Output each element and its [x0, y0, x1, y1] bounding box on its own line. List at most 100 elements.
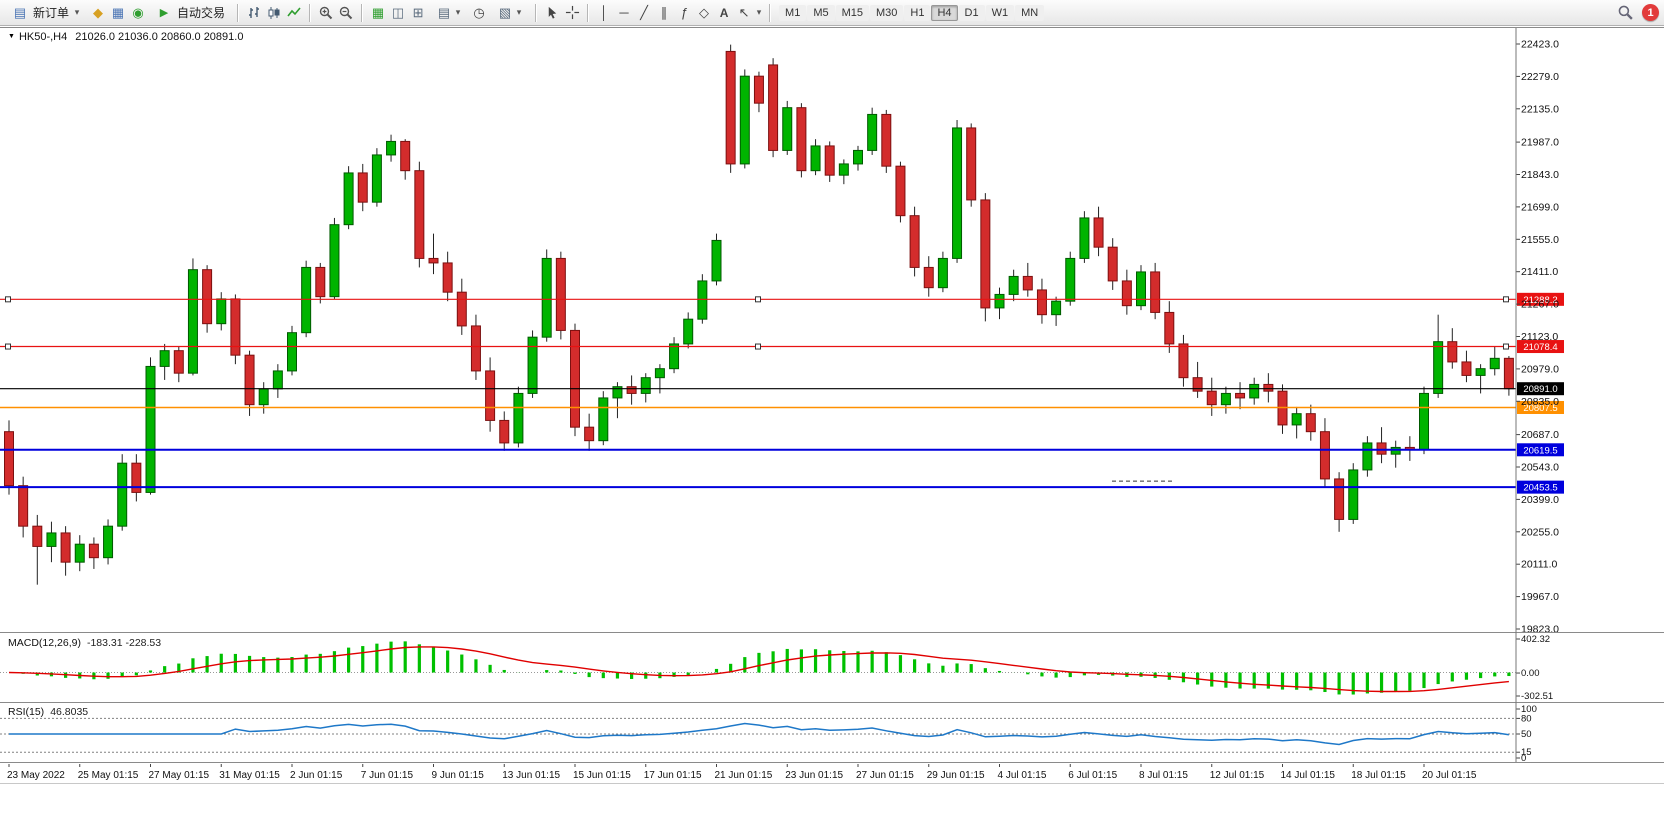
chart-canvas[interactable]: 21288.2 21078.4 20891.0 20807.5 20619.5 20453…	[0, 26, 1664, 834]
wand-icon[interactable]: ◆	[93, 4, 104, 20]
horizontal-price-lines[interactable]: 21288.2 21078.4 20891.0 20807.5 20619.5 20453…	[0, 292, 1564, 494]
svg-text:4 Jul 01:15: 4 Jul 01:15	[998, 770, 1047, 781]
svg-text:20543.0: 20543.0	[1521, 462, 1559, 474]
template-icon: ▧	[498, 4, 512, 20]
notification-badge[interactable]: 1	[1642, 4, 1659, 21]
vertical-line-tool-icon[interactable]: │	[599, 4, 609, 20]
svg-text:20979.0: 20979.0	[1521, 363, 1559, 375]
search-icon[interactable]	[1616, 4, 1634, 22]
shapes-tool-icon[interactable]: ◇	[699, 4, 710, 20]
svg-text:15: 15	[1521, 747, 1532, 758]
svg-text:20891.0: 20891.0	[1523, 384, 1557, 395]
svg-text:50: 50	[1521, 729, 1532, 740]
svg-text:25 May 01:15: 25 May 01:15	[78, 770, 139, 781]
timeframe-h1[interactable]: H1	[904, 4, 931, 21]
timeframe-toolbar: M1 M5 M15 M30 H1 H4 D1 W1 MN	[779, 4, 1045, 21]
timeframe-w1[interactable]: W1	[985, 4, 1015, 21]
svg-text:27 May 01:15: 27 May 01:15	[149, 770, 210, 781]
toolbar-separator	[237, 3, 240, 22]
svg-text:23 Jun 01:15: 23 Jun 01:15	[785, 770, 843, 781]
layout-icon[interactable]: ▦	[111, 4, 125, 20]
svg-text:14 Jul 01:15: 14 Jul 01:15	[1281, 770, 1336, 781]
svg-text:21 Jun 01:15: 21 Jun 01:15	[715, 770, 773, 781]
svg-text:100: 100	[1521, 704, 1537, 715]
community-icon[interactable]: ◉	[132, 4, 144, 20]
svg-text:20 Jul 01:15: 20 Jul 01:15	[1422, 770, 1477, 781]
fibonacci-tool-icon[interactable]: ƒ	[680, 4, 688, 20]
svg-text:0.00: 0.00	[1521, 668, 1540, 679]
timeframe-m30[interactable]: M30	[870, 4, 904, 21]
auto-trading-label: 自动交易	[177, 6, 226, 20]
toolbar: ▤ 新订单 ▾ ◆ ▦ ◉ ▶ 自动交易 ▦ ◫ ⊞ ▤	[0, 0, 1664, 26]
new-chart-button[interactable]: ▤ ▾	[429, 1, 468, 25]
svg-text:21123.0: 21123.0	[1521, 331, 1558, 343]
svg-text:402.32: 402.32	[1521, 634, 1550, 645]
toolbar-separator	[309, 3, 312, 22]
svg-text:80: 80	[1521, 713, 1532, 724]
trendline-tool-icon[interactable]: ╱	[640, 4, 648, 20]
timeframe-mn[interactable]: MN	[1015, 4, 1045, 21]
channel-tool-icon[interactable]: ∥	[660, 4, 668, 20]
cursor-icon[interactable]	[543, 4, 561, 22]
svg-text:20835.0: 20835.0	[1521, 396, 1559, 408]
time-axis[interactable]: 23 May 2022 25 May 01:15 27 May 01:15 31 Ma…	[7, 762, 1477, 781]
svg-text:21267.0: 21267.0	[1521, 299, 1559, 311]
clock-icon[interactable]: ◷	[473, 4, 485, 20]
price-axis[interactable]: 22423.0 22279.0 22135.0 21987.0 21843.0 21699…	[1516, 39, 1559, 636]
svg-text:2 Jun 01:15: 2 Jun 01:15	[290, 770, 343, 781]
horizontal-line-tool-icon[interactable]: ─	[619, 4, 629, 20]
cascade-windows-icon[interactable]: ◫	[391, 4, 405, 20]
tile-windows-icon[interactable]: ▦	[371, 4, 385, 20]
pane-borders	[0, 27, 1664, 784]
line-chart-icon[interactable]	[285, 4, 303, 22]
svg-text:20807.5: 20807.5	[1523, 403, 1557, 414]
new-chart-icon: ▤	[437, 4, 451, 20]
svg-text:29 Jun 01:15: 29 Jun 01:15	[927, 770, 985, 781]
new-order-button[interactable]: ▤ 新订单 ▾	[5, 1, 87, 25]
timeframe-m1[interactable]: M1	[779, 4, 807, 21]
svg-text:17 Jun 01:15: 17 Jun 01:15	[644, 770, 702, 781]
toolbar-separator	[535, 3, 538, 22]
svg-text:20399.0: 20399.0	[1521, 494, 1559, 506]
chevron-down-icon: ▾	[516, 7, 522, 17]
text-tool-icon[interactable]: A	[719, 5, 729, 20]
chevron-down-icon: ▾	[455, 7, 461, 17]
svg-text:15 Jun 01:15: 15 Jun 01:15	[573, 770, 631, 781]
svg-text:21555.0: 21555.0	[1521, 234, 1559, 246]
timeframe-h4[interactable]: H4	[931, 4, 958, 21]
svg-text:18 Jul 01:15: 18 Jul 01:15	[1351, 770, 1406, 781]
candlestick-icon[interactable]	[265, 4, 283, 22]
svg-text:27 Jun 01:15: 27 Jun 01:15	[856, 770, 914, 781]
new-order-icon: ▤	[13, 4, 27, 20]
svg-text:21288.2: 21288.2	[1523, 295, 1557, 306]
template-button[interactable]: ▧ ▾	[490, 1, 529, 25]
svg-text:9 Jun 01:15: 9 Jun 01:15	[432, 770, 485, 781]
timeframe-d1[interactable]: D1	[958, 4, 985, 21]
svg-text:20111.0: 20111.0	[1521, 559, 1558, 571]
toolbar-separator	[769, 3, 772, 22]
svg-text:19967.0: 19967.0	[1521, 591, 1559, 603]
toolbar-separator	[361, 3, 364, 22]
auto-trading-button[interactable]: ▶ 自动交易	[149, 1, 231, 25]
zoom-out-icon[interactable]	[337, 4, 355, 22]
chevron-down-icon: ▾	[74, 7, 80, 17]
svg-text:21078.4: 21078.4	[1523, 342, 1557, 353]
bar-chart-icon[interactable]	[245, 4, 263, 22]
svg-text:22279.0: 22279.0	[1521, 71, 1559, 83]
svg-text:31 May 01:15: 31 May 01:15	[219, 770, 280, 781]
timeframe-m5[interactable]: M5	[807, 4, 835, 21]
chevron-down-icon[interactable]: ▾	[756, 7, 762, 17]
svg-text:8 Jul 01:15: 8 Jul 01:15	[1139, 770, 1188, 781]
toolbar-separator	[587, 3, 590, 22]
svg-text:23 May 2022: 23 May 2022	[7, 770, 65, 781]
svg-text:12 Jul 01:15: 12 Jul 01:15	[1210, 770, 1265, 781]
arrange-windows-icon[interactable]: ⊞	[412, 4, 424, 20]
svg-text:21411.0: 21411.0	[1521, 266, 1558, 278]
svg-text:20619.5: 20619.5	[1523, 445, 1557, 456]
svg-text:21843.0: 21843.0	[1521, 169, 1559, 181]
arrow-tool-icon[interactable]: ↖	[738, 4, 750, 20]
play-icon: ▶	[159, 6, 169, 19]
crosshair-icon[interactable]	[563, 4, 581, 22]
zoom-in-icon[interactable]	[317, 4, 335, 22]
timeframe-m15[interactable]: M15	[835, 4, 869, 21]
